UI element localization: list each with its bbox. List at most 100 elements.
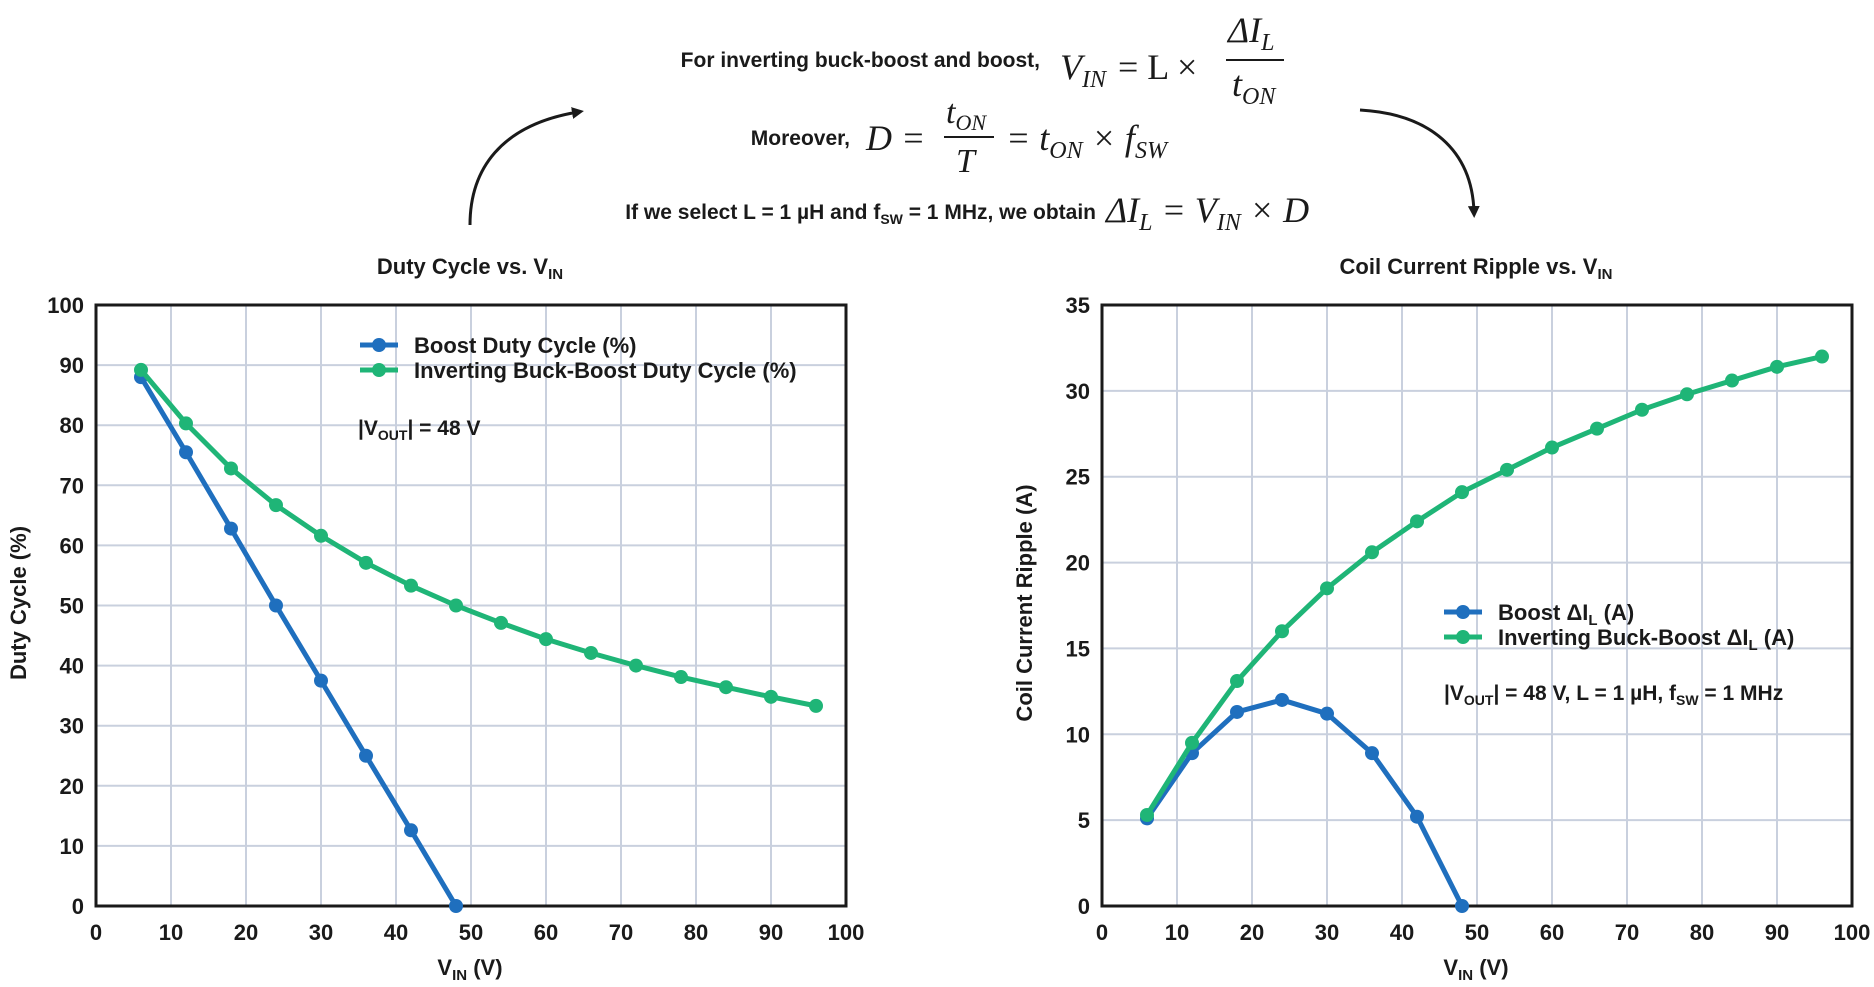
y-tick-label: 100: [47, 293, 84, 318]
eq3: ΔIL = VIN × D: [1104, 190, 1309, 236]
legend: Boost ΔIL (A)Inverting Buck-Boost ΔIL (A…: [1444, 600, 1794, 654]
y-tick-label: 30: [60, 714, 84, 739]
coil-current-ripple-chart: Coil Current Ripple vs. VIN 0 10 20 30 40 50 6…: [1012, 254, 1870, 984]
eq2-numerator: tON: [946, 94, 987, 135]
legend-swatch-marker: [1456, 630, 1470, 644]
x-tick-label: 100: [1834, 920, 1871, 945]
data-point: [179, 416, 193, 431]
plot-area: [94, 303, 848, 908]
equation-block: For inverting buck-boost and boost, VIN =…: [625, 10, 1309, 236]
data-point: [494, 615, 508, 630]
data-point: [404, 578, 418, 593]
x-tick-label: 80: [684, 920, 708, 945]
data-point: [1635, 402, 1649, 417]
x-axis-label: VIN (V): [437, 955, 502, 984]
x-tick-label: 60: [1540, 920, 1564, 945]
y-tick-label: 25: [1066, 465, 1090, 490]
y-tick-label: 80: [60, 413, 84, 438]
duty-cycle-chart: Duty Cycle vs. VIN 0 10 20 30 40 50 60 70 80 90 10…: [6, 254, 864, 984]
data-point: [134, 362, 148, 377]
data-point: [1590, 421, 1604, 436]
data-point: [449, 899, 463, 913]
x-tick-label: 90: [1765, 920, 1789, 945]
y-tick-label: 90: [60, 353, 84, 378]
data-point: [1770, 359, 1784, 374]
y-tick-label: 20: [60, 774, 84, 799]
y-tick-label: 15: [1066, 636, 1090, 661]
legend-entry: Inverting Buck-Boost ΔIL (A): [1498, 625, 1794, 654]
left-curved-arrow: [468, 107, 584, 226]
data-point: [1320, 581, 1334, 596]
series-line: [1144, 697, 1465, 908]
y-tick-label: 5: [1078, 808, 1090, 833]
equation-line-1-text: For inverting buck-boost and boost,: [681, 49, 1040, 72]
x-tick-label: 70: [1615, 920, 1639, 945]
x-tick-label: 60: [534, 920, 558, 945]
x-tick-label: 50: [459, 920, 483, 945]
data-point: [809, 698, 823, 713]
x-tick-label: 20: [234, 920, 258, 945]
y-tick-label: 10: [60, 834, 84, 859]
data-point: [1500, 462, 1514, 477]
chart-title: Duty Cycle vs. VIN: [377, 254, 563, 283]
data-point: [1410, 514, 1424, 529]
x-tick-label: 30: [1315, 920, 1339, 945]
y-tick-label: 20: [1066, 551, 1090, 576]
annotation-vout: |VOUT| = 48 V: [358, 417, 480, 443]
data-point: [674, 670, 688, 685]
data-point: [314, 673, 328, 688]
eq2-rhs: = tON × fSW: [1006, 118, 1169, 164]
data-point: [584, 645, 598, 660]
x-tick-label: 70: [609, 920, 633, 945]
data-point: [1365, 746, 1379, 761]
eq2-denominator: T: [956, 143, 977, 180]
legend-entry: Boost ΔIL (A): [1498, 600, 1634, 629]
y-tick-label: 70: [60, 473, 84, 498]
x-axis-label: VIN (V): [1443, 955, 1508, 984]
data-point: [404, 823, 418, 838]
data-point: [1365, 545, 1379, 560]
series-line: [138, 375, 459, 908]
data-point: [224, 461, 238, 476]
x-tick-label: 20: [1240, 920, 1264, 945]
data-point: [1275, 624, 1289, 639]
legend-swatch-marker: [1456, 605, 1470, 619]
data-point: [269, 598, 283, 613]
series-line: [139, 368, 817, 709]
plot-area: [1100, 303, 1854, 908]
eq2-lhs: D =: [865, 118, 925, 158]
data-point: [314, 528, 328, 543]
legend-swatch-marker: [372, 338, 386, 352]
legend-swatch-marker: [372, 363, 386, 377]
data-point: [1680, 387, 1694, 402]
data-point: [539, 632, 553, 647]
data-point: [1275, 692, 1289, 707]
series-line: [1144, 354, 1823, 817]
y-tick-label: 30: [1066, 379, 1090, 404]
legend-entry: Boost Duty Cycle (%): [414, 333, 636, 358]
y-tick-label: 0: [72, 894, 84, 919]
y-tick-label: 60: [60, 533, 84, 558]
legend-entry: Inverting Buck-Boost Duty Cycle (%): [414, 358, 797, 383]
equation-line-2-text: Moreover,: [751, 127, 850, 150]
eq1-lhs: VIN = L ×: [1060, 47, 1197, 93]
y-tick-label: 35: [1066, 293, 1090, 318]
x-tick-label: 0: [1096, 920, 1108, 945]
series-1: [1140, 692, 1469, 913]
eq1-denominator: tON: [1232, 64, 1277, 110]
series-2: [134, 362, 823, 713]
data-point: [719, 680, 733, 695]
data-point: [269, 498, 283, 513]
data-point: [1140, 807, 1154, 822]
x-tick-label: 10: [159, 920, 183, 945]
y-tick-label: 40: [60, 654, 84, 679]
y-axis-label: Duty Cycle (%): [6, 526, 31, 680]
x-tick-label: 10: [1165, 920, 1189, 945]
data-point: [1185, 735, 1199, 750]
data-point: [1815, 349, 1829, 364]
data-point: [179, 445, 193, 460]
data-point: [449, 598, 463, 613]
y-axis-label: Coil Current Ripple (A): [1012, 484, 1037, 721]
x-tick-label: 80: [1690, 920, 1714, 945]
